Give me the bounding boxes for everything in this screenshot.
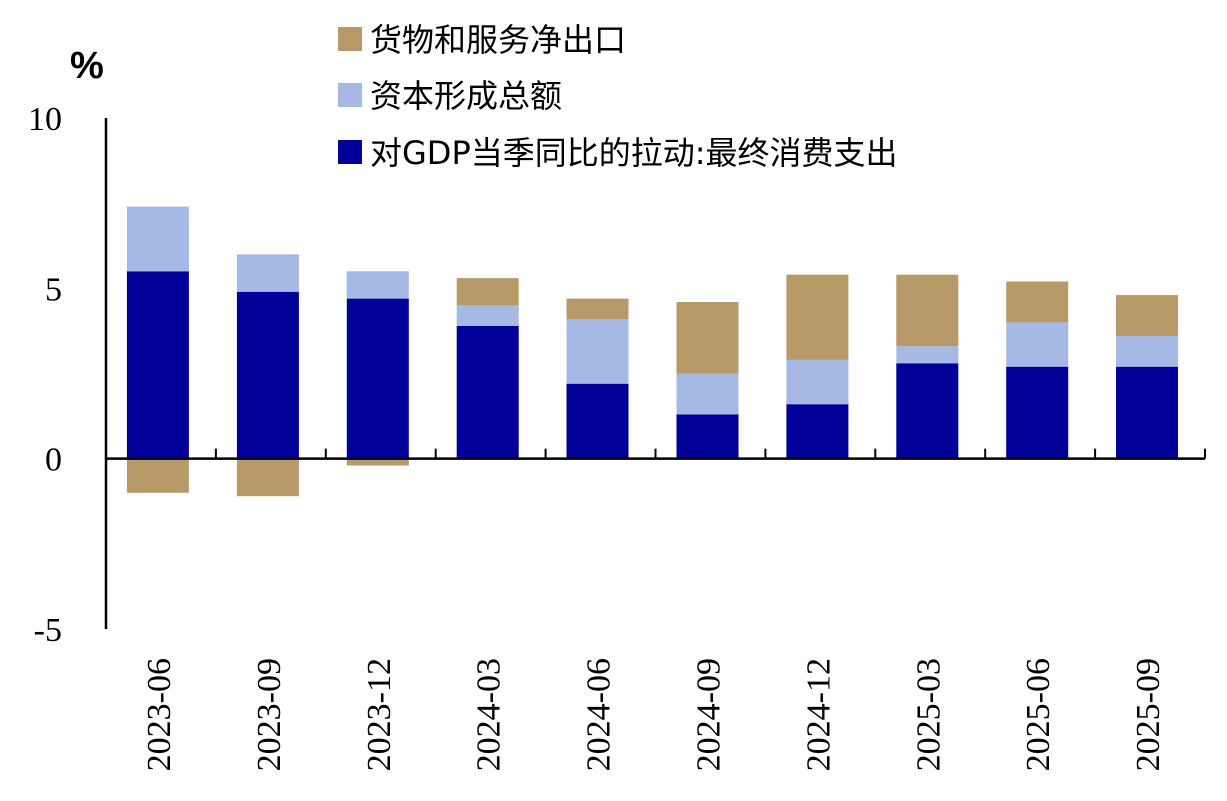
bar-segment-2023-09-series-0: [236, 291, 299, 459]
legend-label: 货物和服务净出口: [370, 21, 626, 59]
legend-label: 对GDP当季同比的拉动:最终消费支出: [370, 134, 898, 172]
unit-label: %: [70, 45, 104, 87]
bar-segment-2024-03-series-1: [456, 305, 519, 326]
bar-segment-2024-09-series-1: [676, 373, 739, 415]
y-tick-label: 0: [45, 442, 62, 479]
legend-swatch: [338, 83, 362, 107]
axes: [104, 118, 1206, 629]
bar-segment-2025-03-series-0: [896, 363, 959, 459]
y-tick-label: 10: [28, 101, 62, 138]
bar-segment-2024-06-series-1: [566, 319, 629, 384]
x-tick-label: 2023-12: [361, 658, 398, 771]
y-tick-label: -5: [34, 612, 62, 649]
bar-segment-2023-06-series-0: [126, 271, 189, 459]
bar-segment-2025-09-series-0: [1116, 366, 1178, 459]
bar-segment-2023-06-series-2: [126, 458, 189, 493]
bar-segment-2024-09-series-2: [676, 302, 739, 374]
x-tick-label: 2023-09: [251, 658, 288, 771]
y-axis-ticks: -5 0 5 10: [28, 101, 62, 649]
bar-segment-2025-06-series-1: [1006, 322, 1069, 367]
bar-segment-2024-06-series-2: [566, 298, 629, 319]
bar-segment-2024-09-series-0: [676, 414, 739, 459]
bar-segment-2024-12-series-1: [786, 359, 849, 405]
legend-swatch: [338, 140, 362, 164]
bar-segment-2024-03-series-0: [456, 325, 519, 459]
y-tick-label: 5: [45, 271, 62, 308]
x-tick-label: 2024-06: [581, 658, 618, 771]
bar-segment-2025-09-series-2: [1116, 295, 1178, 336]
bar-segment-2023-09-series-1: [236, 254, 299, 292]
x-tick-label: 2024-03: [471, 658, 508, 771]
x-tick-label: 2023-06: [141, 658, 178, 771]
bar-segment-2023-09-series-2: [236, 458, 299, 497]
bar-segment-2023-12-series-1: [346, 271, 409, 299]
bar-segment-2025-09-series-1: [1116, 336, 1178, 367]
bar-segment-2025-03-series-2: [896, 274, 959, 347]
x-axis-ticks: 2023-06 2023-09 2023-12 2024-03 2024-06 2024-…: [141, 658, 1167, 771]
bar-segment-2023-12-series-2: [346, 458, 409, 466]
bar-segment-2025-03-series-1: [896, 346, 959, 364]
x-tick-label: 2025-03: [910, 658, 947, 771]
bar-segment-2024-12-series-2: [786, 274, 849, 360]
legend-swatch: [338, 27, 362, 51]
bar-segment-2024-03-series-2: [456, 278, 519, 306]
x-tick-label: 2024-09: [691, 658, 728, 771]
x-tick-label: 2025-09: [1130, 658, 1167, 771]
x-tick-label: 2024-12: [800, 658, 837, 771]
bar-segment-2025-06-series-0: [1006, 366, 1069, 459]
x-tick-label: 2025-06: [1020, 658, 1057, 771]
legend-label: 资本形成总额: [370, 77, 562, 115]
bar-segment-2024-12-series-0: [786, 404, 849, 459]
bar-segment-2024-06-series-0: [566, 383, 629, 459]
bar-segment-2025-06-series-2: [1006, 281, 1069, 323]
bar-segment-2023-06-series-1: [126, 206, 189, 272]
bar-segment-2023-12-series-0: [346, 298, 409, 459]
bars: [126, 206, 1178, 497]
